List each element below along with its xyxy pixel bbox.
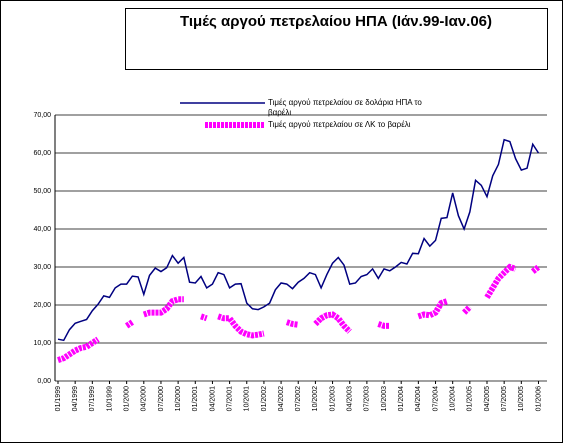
series-line [285,319,299,328]
x-tick-label: 07/2002 [295,386,302,411]
x-tick-label: 01/2005 [467,386,474,411]
y-tick-label: 0,00 [37,378,51,385]
x-tick-label: 10/2004 [450,386,457,411]
x-tick-label: 01/1999 [55,386,62,411]
x-tick-label: 04/2002 [278,386,285,411]
y-tick-label: 10,00 [33,340,51,347]
x-tick-label: 01/2000 [123,386,130,411]
x-tick-label: 04/2001 [209,386,216,411]
series-line [417,298,448,320]
series-line [200,313,208,322]
series-line [530,264,541,274]
x-tick-label: 01/2002 [261,386,268,411]
x-tick-label: 04/2005 [484,386,491,411]
x-tick-label: 01/2006 [535,386,542,411]
legend-line2: βαρέλι [268,108,291,117]
x-tick-label: 04/2003 [347,386,354,411]
x-tick-label: 10/2000 [175,386,182,411]
y-tick-label: 40,00 [33,226,51,233]
series-line [484,263,517,299]
x-tick-label: 10/1999 [106,386,113,411]
x-tick-label: 04/2000 [141,386,148,411]
x-tick-label: 07/1999 [89,386,96,411]
x-tick-label: 07/2003 [364,386,371,411]
x-tick-label: 04/2004 [415,386,422,411]
y-tick-label: 50,00 [33,188,51,195]
y-tick-label: 70,00 [33,112,51,119]
series-line [377,321,390,329]
y-tick-label: 20,00 [33,302,51,309]
series-line [124,319,135,329]
x-tick-label: 10/2005 [518,386,525,411]
series-line [462,304,472,315]
y-tick-label: 30,00 [33,264,51,271]
legend-label: Τιμές αργού πετρελαίου σε ΛΚ το βαρέλι [268,120,411,129]
x-tick-label: 01/2004 [398,386,405,411]
series-line [217,313,265,339]
chart-title: Τιμές αργού πετρελαίου ΗΠΑ (Ιάν.99-Ιαν.0… [180,13,492,30]
series-line [57,138,540,342]
legend-label: Τιμές αργού πετρελαίου σε δολάρια ΗΠΑ το… [268,98,422,117]
x-tick-label: 07/2001 [226,386,233,411]
x-tick-label: 01/2003 [329,386,336,411]
x-tick-label: 01/2001 [192,386,199,411]
x-tick-label: 04/1999 [72,386,79,411]
legend-line1: Τιμές αργού πετρελαίου σε δολάρια ΗΠΑ το [268,98,422,107]
x-tick-label: 10/2001 [244,386,251,411]
x-tick-label: 10/2003 [381,386,388,411]
x-tick-label: 07/2000 [158,386,165,411]
y-tick-label: 60,00 [33,150,51,157]
title-box [125,8,548,70]
x-tick-label: 07/2004 [432,386,439,411]
series-line [313,311,352,334]
series-line [142,296,184,318]
x-tick-label: 10/2002 [312,386,319,411]
series-line [57,336,100,363]
x-tick-label: 07/2005 [501,386,508,411]
